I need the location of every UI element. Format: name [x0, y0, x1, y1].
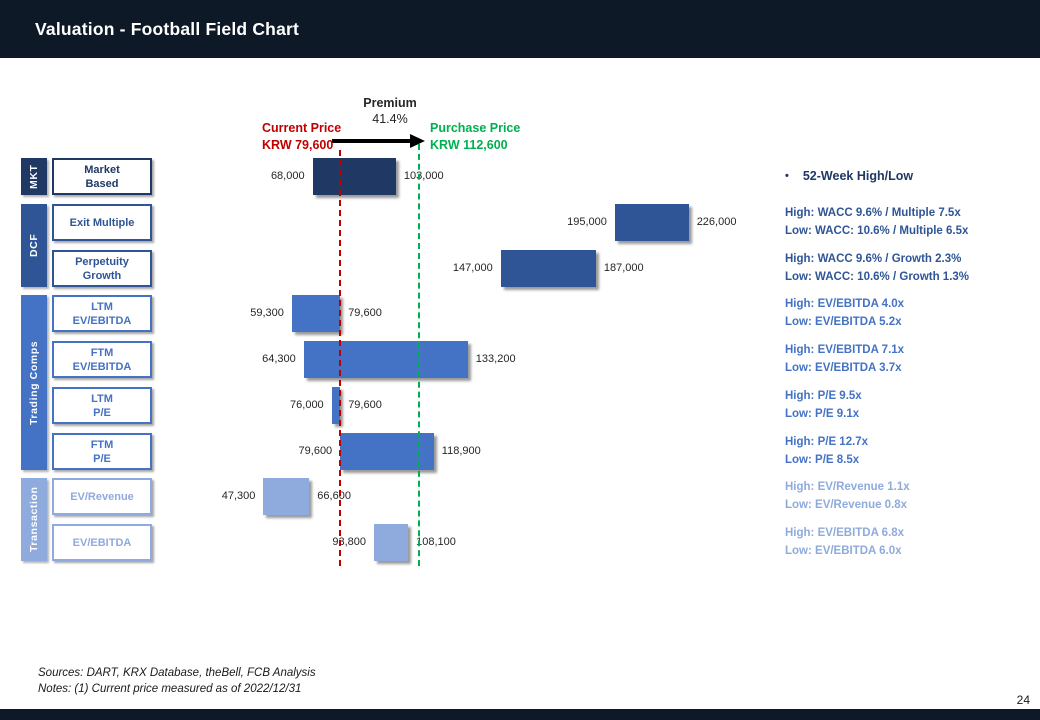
note-high-line: High: P/E 9.5x: [785, 390, 862, 402]
premium-annotation: Premium 41.4%: [330, 96, 450, 126]
bar-high-label-ltm-ev-ebitda: 79,600: [348, 307, 382, 319]
bar-high-label-ltm-p-e: 79,600: [348, 399, 382, 411]
arrow-line: [332, 139, 412, 143]
method-box-exit-multiple: Exit Multiple: [52, 204, 152, 241]
group-label-mkt: MKT: [21, 158, 47, 195]
highlow-note-ftm-ev-ebitda: High: EV/EBITDA 7.1x Low: EV/EBITDA 3.7x: [785, 342, 904, 377]
bar-low-label-ltm-ev-ebitda: 59,300: [250, 307, 284, 319]
footer-bar: [0, 709, 1040, 720]
bar-high-label-ftm-ev-ebitda: 133,200: [475, 353, 516, 365]
right-panel-heading-label: 52-Week High/Low: [802, 169, 914, 183]
group-label-trading: Trading Comps: [21, 295, 47, 470]
method-box-perpetuity-growth: Perpetuity Growth: [52, 250, 152, 287]
highlow-note-ltm-ev-ebitda: High: EV/EBITDA 4.0x Low: EV/EBITDA 5.2x: [785, 296, 904, 331]
premium-value: 41.4%: [372, 112, 408, 126]
purchase-price-annotation: Purchase Price KRW 112,600: [430, 120, 520, 154]
group-label-dcf: DCF: [21, 204, 47, 287]
slide-header: Valuation - Football Field Chart: [0, 0, 1040, 58]
bar-high-label-exit-multiple: 226,000: [696, 216, 737, 228]
bar-high-label-ftm-p-e: 118,900: [441, 445, 481, 457]
bar-low-label-market-based: 68,000: [270, 170, 305, 182]
purchase-price-line: [417, 144, 420, 566]
note-low-line: Low: EV/EBITDA 5.2x: [785, 315, 902, 328]
page-number: 24: [1016, 693, 1030, 707]
highlow-note-ev-revenue: High: EV/Revenue 1.1x Low: EV/Revenue 0.8…: [785, 479, 910, 514]
right-panel-heading: • 52-Week High/Low: [785, 169, 913, 183]
note-high-line: High: P/E 12.7x: [785, 436, 869, 448]
method-box-ev-revenue: EV/Revenue: [52, 478, 152, 515]
date-note: Notes: (1) Current price measured as of …: [38, 683, 302, 695]
highlow-note-perpetuity-growth: High: WACC 9.6% / Growth 2.3% Low: WACC: …: [785, 251, 969, 286]
range-bar-market-based: [312, 158, 396, 195]
bar-high-label-market-based: 103,000: [403, 170, 444, 182]
method-box-ftm-p-e: FTM P/E: [52, 433, 152, 470]
note-high-line: High: WACC 9.6% / Multiple 7.5x: [785, 207, 961, 219]
highlow-note-ftm-p-e: High: P/E 12.7x Low: P/E 8.5x: [785, 434, 868, 469]
bar-low-label-ftm-ev-ebitda: 64,300: [262, 353, 296, 365]
range-bar-ltm-p-e: [331, 387, 341, 424]
method-box-ltm-p-e: LTM P/E: [52, 387, 152, 424]
bar-high-label-perpetuity-growth: 187,000: [603, 262, 644, 274]
purchase-price-label: Purchase Price: [430, 121, 521, 135]
highlow-note-exit-multiple: High: WACC 9.6% / Multiple 7.5x Low: WACC…: [785, 205, 968, 240]
purchase-price-value: KRW 112,600: [430, 138, 508, 152]
sources-note: Sources: DART, KRX Database, theBell, FC…: [38, 667, 316, 679]
bar-low-label-ftm-p-e: 79,600: [298, 445, 333, 457]
note-low-line: Low: EV/EBITDA 6.0x: [785, 544, 902, 557]
range-bar-ftm-ev-ebitda: [303, 341, 468, 378]
current-price-label: Current Price: [262, 121, 342, 135]
note-low-line: Low: EV/EBITDA 3.7x: [785, 361, 902, 374]
bar-low-label-ev-ebitda: 93,800: [332, 536, 366, 548]
current-price-line: [339, 150, 342, 566]
note-high-line: High: WACC 9.6% / Growth 2.3%: [785, 253, 962, 265]
note-low-line: Low: P/E 8.5x: [785, 453, 860, 466]
footnotes: Sources: DART, KRX Database, theBell, FC…: [38, 665, 316, 697]
note-low-line: Low: P/E 9.1x: [785, 407, 860, 420]
bar-low-label-ltm-p-e: 76,000: [290, 399, 324, 411]
method-box-ftm-ev-ebitda: FTM EV/EBITDA: [52, 341, 152, 378]
range-bar-ltm-ev-ebitda: [291, 295, 341, 332]
note-low-line: Low: WACC: 10.6% / Multiple 6.5x: [785, 224, 969, 237]
range-bar-ev-revenue: [263, 478, 310, 515]
current-price-annotation: Current Price KRW 79,600: [262, 120, 341, 154]
bar-low-label-exit-multiple: 195,000: [567, 216, 607, 228]
bar-high-label-ev-revenue: 66,600: [317, 490, 351, 502]
highlow-note-ltm-p-e: High: P/E 9.5x Low: P/E 9.1x: [785, 388, 862, 423]
range-bar-exit-multiple: [614, 204, 689, 241]
range-bar-ev-ebitda: [374, 524, 408, 561]
method-box-market-based: Market Based: [52, 158, 152, 195]
group-label-transaction: Transaction: [21, 478, 47, 561]
range-bar-perpetuity-growth: [500, 250, 596, 287]
note-low-line: Low: WACC: 10.6% / Growth 1.3%: [785, 270, 970, 283]
note-high-line: High: EV/EBITDA 4.0x: [785, 298, 905, 310]
method-box-ev-ebitda: EV/EBITDA: [52, 524, 152, 561]
bar-low-label-ev-revenue: 47,300: [221, 490, 256, 502]
bar-high-label-ev-ebitda: 108,100: [416, 536, 456, 548]
method-box-ltm-ev-ebitda: LTM EV/EBITDA: [52, 295, 152, 332]
premium-arrow-icon: [332, 134, 425, 148]
current-price-value: KRW 79,600: [262, 138, 334, 152]
note-low-line: Low: EV/Revenue 0.8x: [785, 498, 908, 511]
bar-low-label-perpetuity-growth: 147,000: [452, 262, 493, 274]
note-high-line: High: EV/EBITDA 7.1x: [785, 344, 905, 356]
arrow-head: [410, 134, 425, 148]
bullet-icon: •: [785, 170, 789, 182]
note-high-line: High: EV/Revenue 1.1x: [785, 481, 910, 493]
highlow-note-ev-ebitda: High: EV/EBITDA 6.8x Low: EV/EBITDA 6.0x: [785, 525, 904, 560]
premium-label: Premium: [363, 96, 417, 110]
page-title: Valuation - Football Field Chart: [35, 18, 300, 39]
note-high-line: High: EV/EBITDA 6.8x: [785, 527, 905, 539]
